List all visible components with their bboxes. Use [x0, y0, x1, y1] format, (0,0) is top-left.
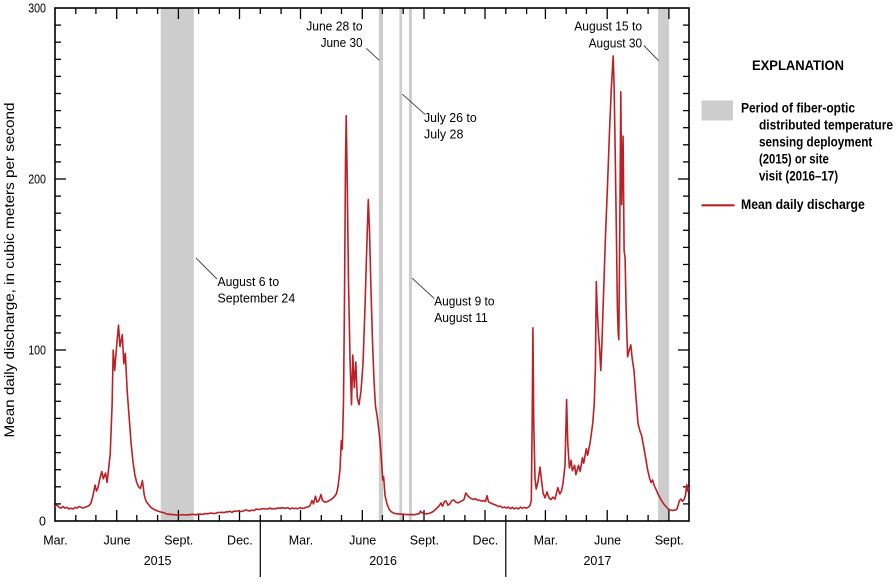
svg-text:June: June	[594, 534, 621, 548]
svg-text:distributed temperature: distributed temperature	[759, 118, 893, 133]
svg-text:July 28: July 28	[424, 127, 463, 142]
svg-text:Mean daily discharge, in cubic: Mean daily discharge, in cubic meters pe…	[2, 103, 17, 438]
svg-text:sensing deployment: sensing deployment	[759, 134, 873, 149]
svg-text:Mar.: Mar.	[289, 534, 313, 548]
svg-text:2016: 2016	[369, 554, 397, 568]
svg-text:0: 0	[39, 514, 46, 528]
svg-text:Sept.: Sept.	[655, 534, 684, 548]
svg-text:June 30: June 30	[321, 35, 363, 50]
svg-text:2015: 2015	[144, 554, 172, 568]
svg-text:visit (2016–17): visit (2016–17)	[759, 168, 838, 183]
svg-text:August 15 to: August 15 to	[574, 19, 642, 34]
svg-text:(2015) or site: (2015) or site	[759, 151, 829, 166]
svg-text:June: June	[349, 534, 376, 548]
svg-text:July 26 to: July 26 to	[424, 110, 477, 125]
svg-text:200: 200	[28, 172, 46, 186]
svg-text:100: 100	[28, 343, 46, 357]
svg-text:Dec.: Dec.	[473, 534, 499, 548]
svg-text:300: 300	[28, 1, 46, 15]
svg-text:June 28 to: June 28 to	[306, 19, 362, 34]
svg-text:Mar.: Mar.	[534, 534, 558, 548]
svg-text:Dec.: Dec.	[227, 534, 253, 548]
svg-text:Sept.: Sept.	[164, 534, 193, 548]
svg-text:September 24: September 24	[218, 291, 296, 306]
svg-text:Mar.: Mar.	[43, 534, 67, 548]
svg-text:August 30: August 30	[589, 35, 643, 50]
svg-text:Period of fiber-optic: Period of fiber-optic	[741, 101, 855, 116]
svg-text:Sept.: Sept.	[410, 534, 439, 548]
svg-text:EXPLANATION: EXPLANATION	[752, 58, 844, 73]
svg-text:Mean daily discharge: Mean daily discharge	[741, 197, 865, 212]
svg-text:June: June	[104, 534, 131, 548]
svg-text:August 11: August 11	[434, 310, 488, 325]
svg-text:2017: 2017	[583, 554, 611, 568]
svg-text:August 9 to: August 9 to	[434, 293, 494, 308]
svg-text:August 6 to: August 6 to	[218, 274, 280, 289]
